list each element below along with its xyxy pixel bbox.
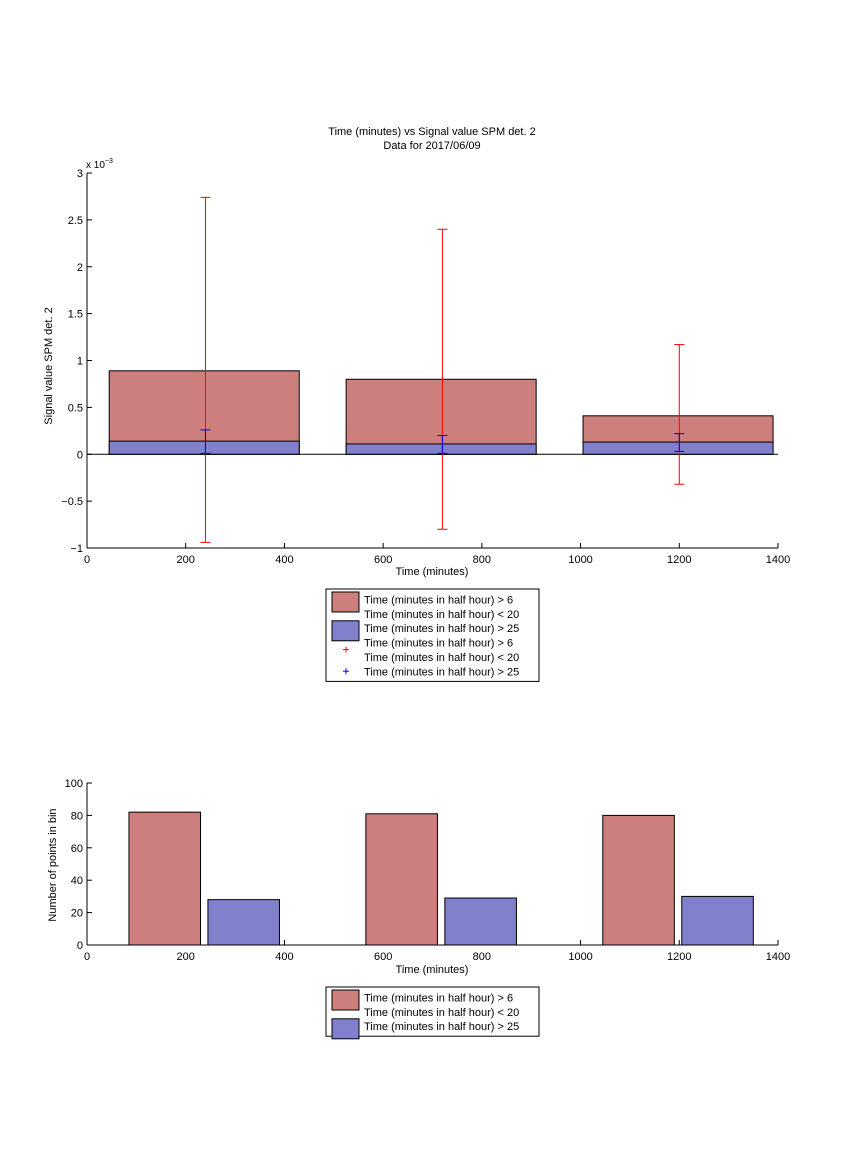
chart-1-bar [345, 443, 537, 455]
chart-1-y-tick-label: 1.5 [68, 309, 83, 321]
chart-1-y-tick-label: −0.5 [61, 496, 83, 508]
chart-1-x-tick-label: 400 [275, 554, 293, 566]
chart-1-exponent: x 10−3 [86, 158, 113, 171]
chart-2-x-tick-label: 1200 [667, 951, 691, 963]
chart-2-plot: 0 200 400 600 800 1000 1200 1400 0 20 40 60 80 100 [65, 778, 791, 963]
legend-label: Time (minutes in half hour) > 6 [364, 594, 513, 606]
chart-2-bar [128, 811, 202, 946]
chart-1-y-tick-label: −1 [70, 543, 83, 555]
chart-1-x-tick-label: 1200 [667, 554, 691, 566]
chart-2-bar [207, 899, 280, 946]
legend-box [325, 588, 540, 682]
chart-1-plot: 0 200 400 600 800 1000 1200 1400 −1 −0.5 0 0.5 1 1.5 2… [61, 168, 790, 566]
chart-1-x-tick-label: 600 [374, 554, 392, 566]
chart-1-legend: Time (minutes in half hour) > 6 Time (min… [325, 588, 540, 682]
chart-2-y-tick-label: 80 [71, 810, 83, 822]
chart-2-xlabel: Time (minutes) [396, 964, 469, 976]
chart-2-x-tick-label: 1000 [568, 951, 592, 963]
chart-1-y-tick-label: 0 [77, 449, 83, 461]
chart-1-x-tick-label: 200 [177, 554, 195, 566]
legend-label: Time (minutes in half hour) > 25 [364, 623, 519, 635]
legend-patch [331, 989, 360, 1011]
chart-2-x-tick-label: 800 [473, 951, 491, 963]
chart-2-y-tick-label: 60 [71, 843, 83, 855]
chart-2-y-tick-label: 40 [71, 875, 83, 887]
chart-1-bar [345, 378, 537, 455]
chart-2-bar [444, 897, 517, 946]
legend-patch [331, 591, 360, 613]
chart-1-subtitle: Data for 2017/06/09 [383, 140, 480, 152]
chart-1-x-tick-label: 1400 [766, 554, 790, 566]
chart-2-bar [602, 814, 675, 946]
chart-2-y-tick-label: 20 [71, 908, 83, 920]
chart-1-x-tick-label: 0 [84, 554, 90, 566]
legend-label: Time (minutes in half hour) < 20 [364, 652, 519, 664]
chart-1-y-tick-label: 0.5 [68, 402, 83, 414]
chart-2-legend: Time (minutes in half hour) > 6 Time (min… [325, 986, 540, 1040]
chart-1-y-tick-label: 3 [77, 168, 83, 180]
legend-box [325, 986, 540, 1037]
chart-2-x-tick-label: 600 [374, 951, 392, 963]
chart-2-ylabel: Number of points in bin [47, 808, 59, 921]
chart-1-x-tick-label: 800 [473, 554, 491, 566]
legend-label: Time (minutes in half hour) > 25 [364, 1021, 519, 1033]
legend-patch [331, 620, 360, 642]
legend-label: Time (minutes in half hour) < 20 [364, 609, 519, 621]
chart-1-ylabel: Signal value SPM det. 2 [43, 307, 55, 424]
chart-2-y-tick-label: 100 [65, 778, 83, 790]
chart-1-bar [108, 440, 300, 455]
chart-2-x-tick-label: 400 [275, 951, 293, 963]
chart-2-bar [365, 813, 438, 946]
legend-patch [331, 1018, 360, 1040]
chart-1-x-tick-label: 1000 [568, 554, 592, 566]
chart-2-bar [681, 895, 754, 946]
chart-1-y-tick-label: 2.5 [68, 215, 83, 227]
legend-label: Time (minutes in half hour) < 20 [364, 1007, 519, 1019]
legend-label: Time (minutes in half hour) > 6 [364, 638, 513, 650]
chart-2-x-tick-label: 1400 [766, 951, 790, 963]
chart-1-bar [582, 441, 774, 455]
chart-1-bar [108, 370, 300, 455]
legend-label: Time (minutes in half hour) > 25 [364, 666, 519, 678]
chart-1-title: Time (minutes) vs Signal value SPM det. … [328, 126, 535, 138]
chart-1-y-tick-label: 2 [77, 262, 83, 274]
chart-1-xlabel: Time (minutes) [396, 566, 469, 578]
chart-2-x-tick-label: 200 [177, 951, 195, 963]
chart-2-x-tick-label: 0 [84, 951, 90, 963]
chart-2-y-tick-label: 0 [77, 940, 83, 952]
legend-label: Time (minutes in half hour) > 6 [364, 992, 513, 1004]
chart-1-y-tick-label: 1 [77, 356, 83, 368]
